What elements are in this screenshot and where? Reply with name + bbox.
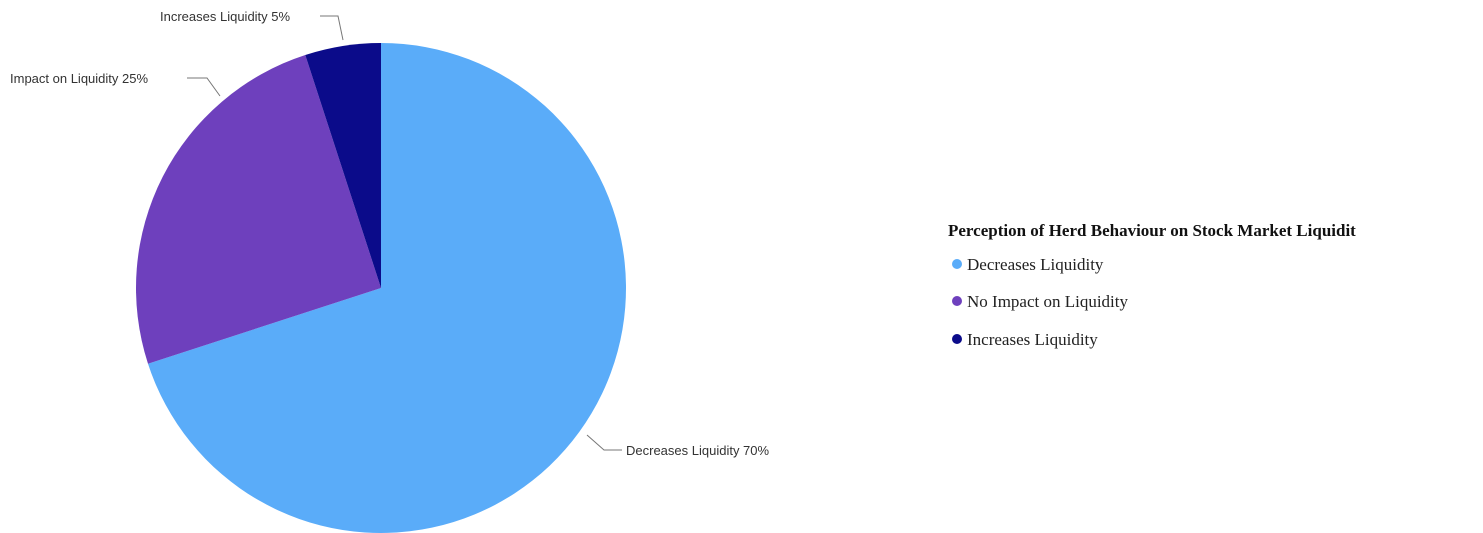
legend-label-decreases: Decreases Liquidity (967, 255, 1104, 274)
legend-swatch-increases (952, 334, 962, 344)
slice-labels: Increases Liquidity 5% Impact on Liquidi… (10, 9, 770, 458)
slice-increases (305, 43, 381, 288)
legend-title: Perception of Herd Behaviour on Stock Ma… (948, 221, 1356, 240)
leader-line-decreases (586, 434, 622, 451)
legend-item-no-impact: No Impact on Liquidity (952, 292, 1129, 311)
legend-label-increases: Increases Liquidity (967, 330, 1098, 349)
pie-slices (136, 43, 627, 533)
slice-no-impact (136, 54, 381, 364)
legend-label-no-impact: No Impact on Liquidity (967, 292, 1129, 311)
legend: Perception of Herd Behaviour on Stock Ma… (948, 221, 1356, 349)
legend-item-decreases: Decreases Liquidity (952, 255, 1104, 274)
slice-label-decreases: Decreases Liquidity 70% (626, 443, 770, 458)
legend-item-increases: Increases Liquidity (952, 330, 1098, 349)
slice-label-no-impact: Impact on Liquidity 25% (10, 71, 148, 86)
legend-swatch-decreases (952, 259, 962, 269)
slice-label-increases: Increases Liquidity 5% (160, 9, 291, 24)
leader-line-increases (320, 15, 344, 41)
legend-swatch-no-impact (952, 296, 962, 306)
slice-decreases (147, 43, 627, 533)
leader-line-no-impact (187, 77, 221, 97)
